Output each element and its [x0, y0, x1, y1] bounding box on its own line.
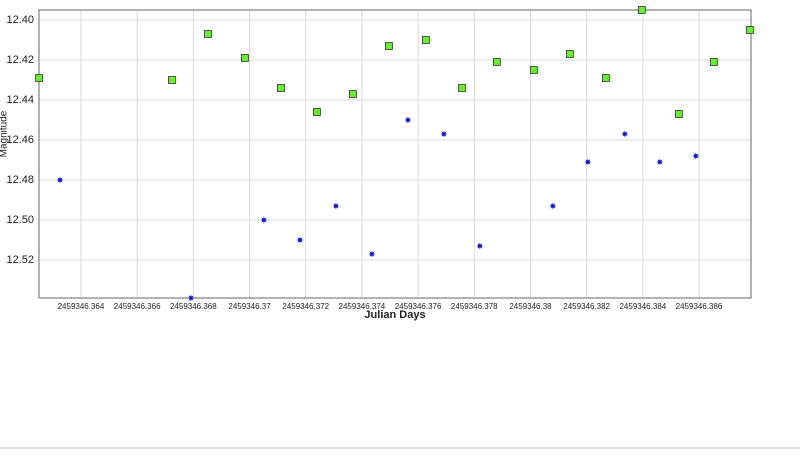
star-marker: [296, 236, 304, 244]
plot-frame: [38, 9, 752, 299]
star-marker: [476, 242, 484, 250]
star-marker: [621, 130, 629, 138]
square-marker: [492, 58, 501, 66]
square-marker: [529, 66, 538, 74]
x-tick-label: 2459346.368: [170, 302, 217, 311]
star-marker: [656, 158, 664, 166]
star-marker: [584, 158, 592, 166]
y-tick-label: 12.52: [6, 254, 34, 266]
square-marker: [385, 42, 393, 50]
x-tick-label: 2459346.364: [58, 302, 105, 311]
star-marker: [692, 152, 700, 160]
x-tick-label: 2459346.366: [114, 302, 161, 311]
star-marker: [440, 130, 448, 138]
x-tick-label: 2459346.382: [563, 302, 610, 311]
star-marker: [332, 202, 340, 210]
y-tick-label: 12.46: [6, 134, 34, 146]
x-tick-label: 2459346.37: [228, 302, 271, 311]
x-tick-label: 2459346.372: [282, 302, 329, 311]
x-tick-label: 2459346.378: [451, 302, 498, 311]
square-marker: [637, 6, 646, 14]
y-tick-label: 12.50: [6, 214, 34, 226]
y-tick-label: 12.40: [6, 14, 34, 26]
star-marker: [368, 250, 376, 258]
square-marker: [313, 108, 321, 116]
square-marker: [674, 110, 683, 118]
x-tick-label: 2459346.386: [676, 302, 723, 311]
y-axis-label: Magnitude: [0, 110, 10, 157]
square-marker: [745, 26, 754, 34]
star-marker: [187, 294, 195, 302]
x-tick-label: 2459346.376: [395, 302, 442, 311]
star-marker: [260, 216, 268, 224]
x-tick-label: 2459346.374: [339, 302, 386, 311]
y-tick-label: 12.44: [6, 94, 34, 106]
square-marker: [457, 84, 466, 92]
square-marker: [277, 84, 285, 92]
star-marker: [56, 176, 64, 184]
x-axis-label: Julian Days: [364, 309, 425, 321]
square-marker: [241, 54, 249, 62]
square-marker: [422, 36, 430, 44]
y-tick-label: 12.42: [6, 54, 34, 66]
square-marker: [204, 30, 212, 38]
square-marker: [565, 50, 574, 58]
y-tick-label: 12.48: [6, 174, 34, 186]
square-marker: [349, 90, 357, 98]
star-marker: [404, 116, 412, 124]
x-tick-label: 2459346.384: [619, 302, 666, 311]
square-marker: [35, 74, 43, 82]
square-marker: [168, 76, 176, 84]
star-marker: [549, 202, 557, 210]
square-marker: [601, 74, 610, 82]
square-marker: [709, 58, 718, 66]
x-tick-label: 2459346.38: [509, 302, 552, 311]
